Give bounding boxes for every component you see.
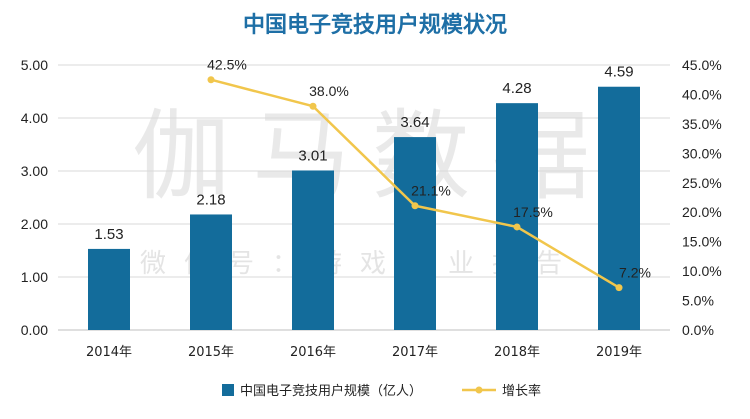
- growth-point: [615, 284, 623, 292]
- x-axis: 2014年 2015年 2016年 2017年 2018年 2019年: [86, 345, 642, 360]
- bar-value-label: 1.53: [94, 226, 123, 243]
- right-tick-label: 25.0%: [682, 175, 722, 191]
- right-tick-label: 10.0%: [682, 263, 722, 279]
- right-tick-label: 0.0%: [682, 322, 714, 338]
- right-tick-label: 35.0%: [682, 116, 722, 132]
- right-tick-label: 5.0%: [682, 293, 714, 309]
- x-tick-label: 2019年: [596, 345, 642, 360]
- bar-value-label: 3.01: [298, 147, 327, 164]
- right-axis: 0.0% 5.0% 10.0% 15.0% 20.0% 25.0% 30.0% 35.0% 40…: [682, 57, 722, 338]
- bar-value-label: 4.28: [502, 80, 531, 97]
- gridlines: [58, 64, 670, 331]
- line-labels: 42.5% 38.0% 21.1% 17.5% 7.2%: [207, 57, 651, 281]
- growth-point: [309, 102, 317, 110]
- bar: [292, 170, 334, 330]
- bar-value-label: 3.64: [400, 114, 429, 131]
- right-tick-label: 40.0%: [682, 86, 722, 102]
- line-series: [207, 76, 623, 292]
- legend-line-label: 增长率: [502, 383, 541, 399]
- legend: 中国电子竞技用户规模（亿人） 增长率: [222, 383, 541, 399]
- growth-value-label: 17.5%: [513, 204, 553, 220]
- growth-value-label: 38.0%: [309, 83, 349, 99]
- x-tick-label: 2015年: [188, 345, 234, 360]
- left-tick-label: 5.00: [21, 57, 48, 73]
- legend-bar-swatch: [222, 384, 234, 396]
- right-tick-label: 30.0%: [682, 145, 722, 161]
- bar: [598, 86, 640, 330]
- x-tick-label: 2017年: [392, 345, 438, 360]
- left-tick-label: 4.00: [21, 110, 48, 126]
- bar: [190, 214, 232, 330]
- growth-point: [411, 202, 419, 210]
- growth-value-label: 21.1%: [411, 183, 451, 199]
- x-tick-label: 2018年: [494, 345, 540, 360]
- growth-point: [513, 223, 521, 231]
- legend-bar-label: 中国电子竞技用户规模（亿人）: [240, 383, 422, 399]
- x-tick-label: 2016年: [290, 345, 336, 360]
- right-tick-label: 15.0%: [682, 234, 722, 250]
- right-tick-label: 45.0%: [682, 57, 722, 73]
- left-tick-label: 3.00: [21, 163, 48, 179]
- left-axis: 0.00 1.00 2.00 3.00 4.00 5.00: [21, 57, 48, 338]
- left-tick-label: 2.00: [21, 216, 48, 232]
- bar-value-label: 2.18: [196, 191, 225, 208]
- x-tick-label: 2014年: [86, 345, 132, 360]
- growth-value-label: 42.5%: [207, 57, 247, 73]
- bar-labels: 1.53 2.18 3.01 3.64 4.28 4.59: [94, 64, 633, 243]
- right-tick-label: 20.0%: [682, 204, 722, 220]
- legend-line-marker: [475, 386, 483, 394]
- growth-point: [207, 76, 215, 84]
- bar: [88, 248, 130, 330]
- bar: [394, 137, 436, 330]
- left-tick-label: 1.00: [21, 269, 48, 285]
- chart-title: 中国电子竞技用户规模状况: [243, 12, 507, 38]
- left-tick-label: 0.00: [21, 322, 48, 338]
- bar: [496, 103, 538, 330]
- bar-value-label: 4.59: [604, 64, 633, 81]
- growth-value-label: 7.2%: [619, 265, 651, 281]
